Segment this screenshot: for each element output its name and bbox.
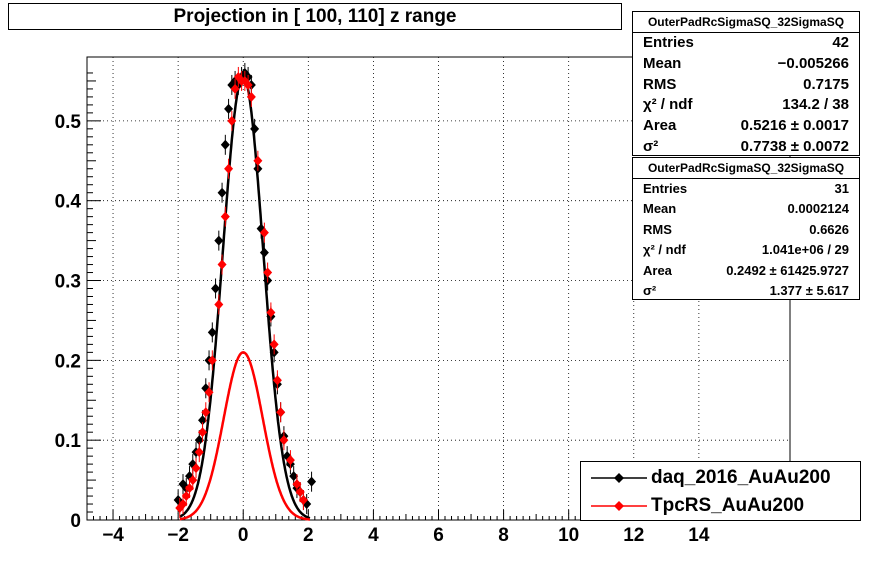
data-point-tpcrs [201,407,211,418]
data-point-tpcrs [214,299,224,310]
data-point-tpcrs [217,259,227,270]
data-point-tpcrs [253,155,263,166]
stats-row-rms: RMS 0.6626 [643,221,849,237]
data-point-daq [207,327,217,338]
data-point-daq [250,123,260,134]
stats-row-mean: Mean 0.0002124 [643,201,849,217]
data-point-tpcrs [181,491,191,502]
stats-row-entries: Entries 42 [643,34,849,51]
x-tick-label: 10 [558,525,579,546]
chart-title: Projection in [ 100, 110] z range [8,3,622,30]
data-point-tpcrs [207,355,217,366]
y-tick-label: 0.3 [55,272,81,293]
x-tick-label: −2 [167,525,189,546]
x-tick-label: 2 [303,525,314,546]
legend: daq_2016_AuAu200 TpcRS_AuAu200 [580,461,861,521]
data-point-daq [194,435,204,446]
stats-row-mean: Mean −0.005266 [643,54,849,72]
x-tick-label: 8 [498,525,509,546]
data-point-tpcrs [246,91,256,102]
x-tick-label: 6 [433,525,444,546]
data-point-tpcrs [188,475,198,486]
data-point-tpcrs [266,307,276,318]
data-point-tpcrs [279,435,289,446]
data-point-daq [289,471,299,482]
legend-marker-daq [591,473,647,483]
data-point-tpcrs [295,487,305,498]
data-point-daq [259,247,269,258]
stats-box-tpcrs: OuterPadRcSigmaSQ_32SigmaSQ Entries 31 Me… [632,157,860,300]
stats-row-rms: RMS 0.7175 [643,75,849,93]
data-point-tpcrs [272,375,282,386]
stats-header: OuterPadRcSigmaSQ_32SigmaSQ [633,12,859,33]
stats-row-sigma: σ² 0.7738 ± 0.0072 [643,137,849,155]
y-tick-label: 0.2 [55,351,81,372]
data-point-tpcrs [298,495,308,506]
y-tick-label: 0.5 [55,112,82,133]
fit-curve-tpcrs [179,351,310,521]
x-tick-label: 12 [623,525,644,546]
data-point-tpcrs [243,79,253,90]
data-point-tpcrs [220,211,230,222]
x-tick-label: 4 [368,525,379,546]
data-point-tpcrs [227,115,237,126]
data-point-tpcrs [263,267,273,278]
stats-row-area: Area 0.5216 ± 0.0017 [643,117,849,135]
stats-box-daq: OuterPadRcSigmaSQ_32SigmaSQ Entries 42 Me… [632,11,860,156]
stats-row-sigma: σ² 1.377 ± 5.617 [643,282,849,298]
data-point-daq [211,283,221,294]
legend-entry-daq: daq_2016_AuAu200 [581,464,860,492]
x-tick-label: 14 [688,525,710,546]
data-point-daq [224,103,234,114]
stats-header: OuterPadRcSigmaSQ_32SigmaSQ [633,158,859,179]
data-point-tpcrs [224,163,234,174]
data-point-tpcrs [204,387,214,398]
data-point-tpcrs [198,427,208,438]
data-point-tpcrs [191,463,201,474]
x-tick-label: −4 [102,525,124,546]
data-point-daq [217,187,227,198]
stats-row-chi2: χ² / ndf 134.2 / 38 [643,96,849,114]
legend-label-tpcrs: TpcRS_AuAu200 [651,495,805,516]
data-point-tpcrs [276,407,286,418]
y-tick-label: 0.4 [55,192,82,213]
data-point-daq [307,476,317,487]
data-point-tpcrs [259,227,269,238]
data-point-tpcrs [194,447,204,458]
y-tick-label: 0.1 [55,431,82,452]
data-point-tpcrs [230,83,240,94]
data-point-tpcrs [178,499,188,510]
data-point-daq [220,139,230,150]
data-point-tpcrs [285,455,295,466]
x-tick-label: 0 [238,525,249,546]
stats-row-chi2: χ² / ndf 1.041e+06 / 29 [643,242,849,258]
legend-marker-tpcrs [591,501,647,511]
data-point-tpcrs [292,479,302,490]
data-point-tpcrs [269,339,279,350]
data-point-daq [198,415,208,426]
y-tick-label: 0 [70,511,81,532]
data-point-daq [214,235,224,246]
stats-row-area: Area 0.2492 ± 61425.9727 [643,262,849,278]
legend-label-daq: daq_2016_AuAu200 [651,467,831,488]
legend-entry-tpcrs: TpcRS_AuAu200 [581,492,860,520]
data-point-tpcrs [185,483,195,494]
stats-row-entries: Entries 31 [643,181,849,196]
